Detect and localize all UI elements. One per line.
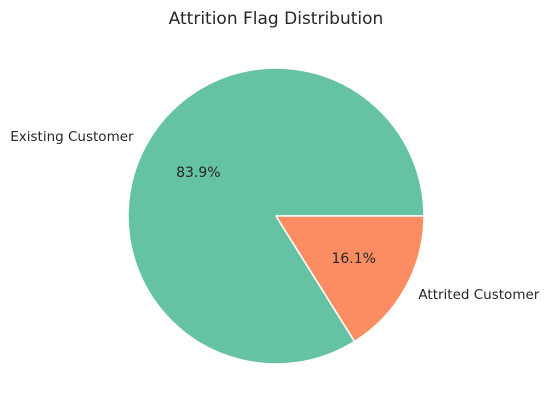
pie-labels: Existing Customer 83.9% Attrited Customer 1… (10, 129, 540, 303)
slice-category-label: Attrited Customer (418, 287, 539, 303)
slice-percent-label: 83.9% (176, 165, 220, 181)
chart-title: Attrition Flag Distribution (169, 9, 384, 29)
pie-slices (127, 67, 425, 365)
slice-category-label: Existing Customer (10, 129, 134, 145)
slice-percent-label: 16.1% (331, 251, 375, 267)
pie-slice-attrited-customer (275, 215, 425, 343)
